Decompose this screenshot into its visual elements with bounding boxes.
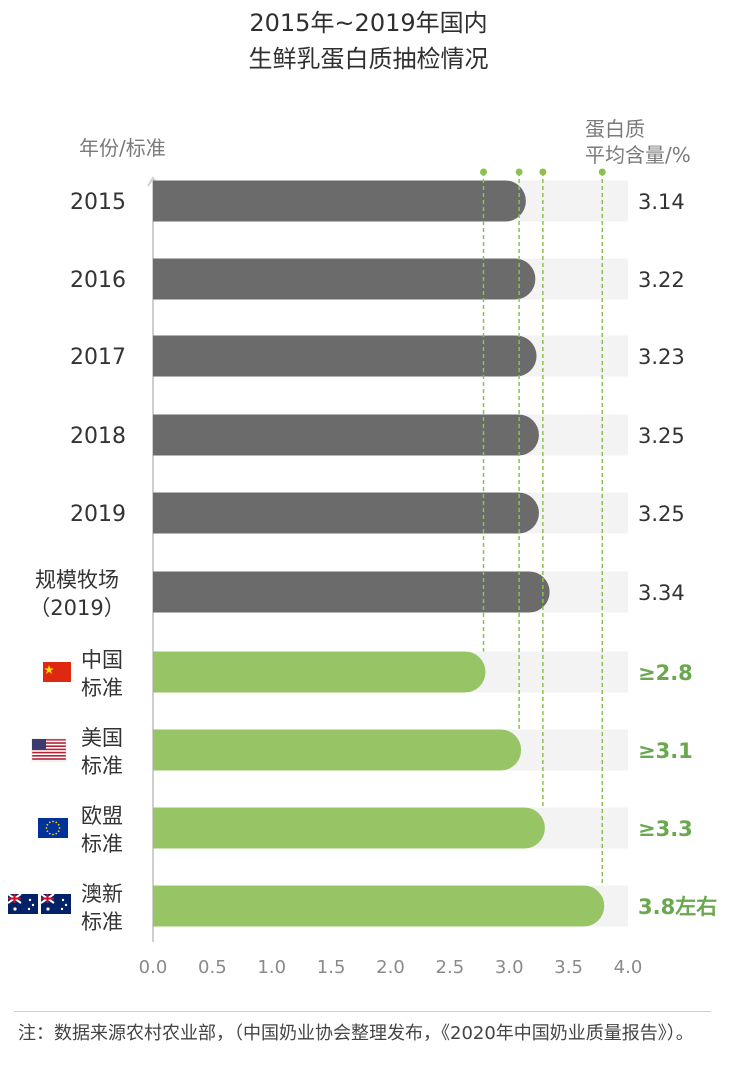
nz-flag-star (60, 907, 64, 911)
category-label: 2019 (70, 502, 126, 527)
data-label: 3.22 (638, 268, 685, 292)
category-label: 2015 (70, 190, 126, 215)
bar (153, 729, 522, 771)
data-label: 3.14 (638, 190, 685, 214)
data-label: ≥3.3 (638, 817, 693, 841)
nz-flag-star (61, 898, 65, 902)
bar (153, 807, 545, 849)
x-tick-label: 0.0 (139, 957, 168, 978)
data-label: 3.34 (638, 581, 685, 605)
source-note: 注：数据来源农村农业部，（中国奶业协会整理发布，《2020年中国奶业质量报告》）… (18, 1023, 694, 1044)
category-label: 标准 (81, 754, 123, 778)
bar (153, 492, 539, 534)
x-tick-label: 2.5 (436, 957, 465, 978)
us-flag-stripe (32, 742, 66, 744)
eu-flag-star (57, 830, 60, 833)
eu-flag-star (52, 820, 54, 823)
x-tick-label: 1.0 (257, 957, 286, 978)
data-label: ≥2.8 (638, 661, 693, 685)
category-label: 标准 (81, 676, 123, 700)
bar (153, 258, 536, 300)
x-tick-label: 3.5 (554, 957, 583, 978)
value-header-line-1: 蛋白质 (585, 117, 645, 141)
category-label: 美国 (81, 726, 123, 750)
category-label: 2016 (70, 268, 126, 293)
data-label: 3.8左右 (638, 895, 717, 919)
us-flag-stripe (32, 748, 66, 751)
us-flag-stripe (32, 758, 66, 760)
category-label: 2018 (70, 424, 126, 449)
nz-flag-star (64, 903, 68, 907)
category-label: 澳新 (81, 882, 123, 906)
bar (153, 651, 486, 693)
category-label: 欧盟 (81, 804, 123, 828)
bar (153, 414, 539, 456)
eu-flag-star (46, 823, 49, 826)
eu-flag-star (58, 827, 61, 829)
chart-title-line-2: 生鲜乳蛋白质抽检情况 (248, 45, 489, 73)
nz-flag-star (46, 907, 50, 911)
au-flag-star (28, 898, 32, 902)
au-flag-star (27, 907, 31, 911)
eu-flag-star (48, 832, 51, 835)
bar-chart: 20152016201720182019规模牧场（2019）中国标准美国标准欧盟… (7, 168, 717, 978)
x-tick-label: 2.0 (376, 957, 405, 978)
reference-dot (515, 168, 523, 176)
cn-flag (43, 662, 71, 682)
eu-flag-star (57, 823, 60, 826)
footer-divider (14, 1011, 711, 1012)
value-header-line-2: 平均含量/% (585, 143, 691, 167)
eu-flag-star (46, 830, 49, 833)
category-label: 2017 (70, 345, 126, 370)
category-label: （2019） (29, 596, 124, 620)
us-flag-stripe (32, 745, 66, 747)
reference-dot (539, 168, 547, 176)
eu-flag-star (48, 821, 51, 824)
us-flag-stripe (32, 739, 66, 741)
category-label: 规模牧场 (35, 568, 119, 592)
bar (153, 885, 605, 927)
x-tick-label: 4.0 (614, 957, 643, 978)
category-label: 标准 (81, 910, 123, 934)
us-flag-canton (32, 739, 46, 750)
y-axis-label: 年份/标准 (79, 136, 166, 160)
chart-title-line-1: 2015年~2019年国内 (249, 9, 488, 37)
data-label: 3.25 (638, 424, 685, 448)
cn-flag-star (44, 665, 54, 674)
reference-dot (598, 168, 606, 176)
eu-flag-star (55, 832, 58, 835)
au-flag-star (13, 907, 17, 911)
x-tick-label: 0.5 (198, 957, 227, 978)
eu-flag (38, 818, 68, 838)
data-label: 3.25 (638, 502, 685, 526)
category-label: 标准 (81, 832, 123, 856)
reference-dot (480, 168, 487, 176)
eu-flag-star (45, 827, 48, 829)
nz-flag-cross (41, 897, 54, 900)
bar (153, 571, 550, 613)
bar (153, 335, 537, 377)
au-flag-cross (8, 897, 21, 900)
eu-flag-star (55, 821, 58, 824)
au-flag-star (31, 903, 35, 907)
eu-flag-star (52, 833, 54, 836)
data-label: ≥3.1 (638, 739, 693, 763)
x-tick-label: 3.0 (495, 957, 524, 978)
data-label: 3.23 (638, 345, 685, 369)
category-label: 中国 (81, 648, 123, 672)
us-flag-stripe (32, 751, 66, 754)
x-tick-label: 1.5 (317, 957, 346, 978)
us-flag-stripe (32, 755, 66, 757)
bar (153, 180, 526, 222)
